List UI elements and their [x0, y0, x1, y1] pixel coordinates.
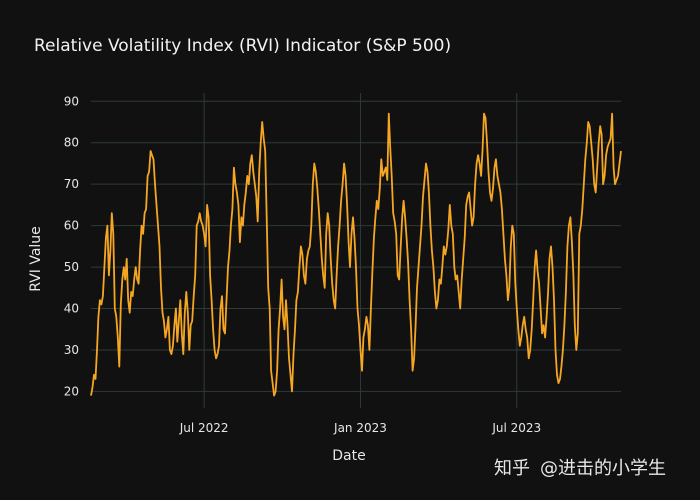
watermark: 知乎 @进击的小学生 [494, 458, 666, 479]
y-tick-label: 50 [64, 260, 79, 274]
y-tick-label: 30 [64, 343, 79, 357]
y-tick-label: 60 [64, 219, 79, 233]
watermark-handle: @进击的小学生 [540, 458, 666, 479]
x-axis-ticks: Jul 2022 Jan 2023 Jul 2023 [179, 421, 541, 435]
x-axis-label: Date [332, 448, 365, 464]
y-tick-label: 70 [64, 177, 79, 191]
y-tick-label: 40 [64, 302, 79, 316]
chart-title: Relative Volatility Index (RVI) Indicato… [34, 36, 451, 56]
x-tick-label: Jan 2023 [333, 421, 387, 435]
y-tick-label: 90 [64, 94, 79, 108]
watermark-brand: 知乎 [494, 458, 530, 479]
x-tick-label: Jul 2023 [491, 421, 541, 435]
y-axis-label: RVI Value [28, 226, 44, 292]
x-tick-label: Jul 2022 [179, 421, 229, 435]
y-tick-label: 20 [64, 384, 79, 398]
y-tick-label: 80 [64, 136, 79, 150]
y-axis-ticks: 20 30 40 50 60 70 80 90 [64, 94, 79, 398]
rvi-series-line [90, 112, 622, 397]
